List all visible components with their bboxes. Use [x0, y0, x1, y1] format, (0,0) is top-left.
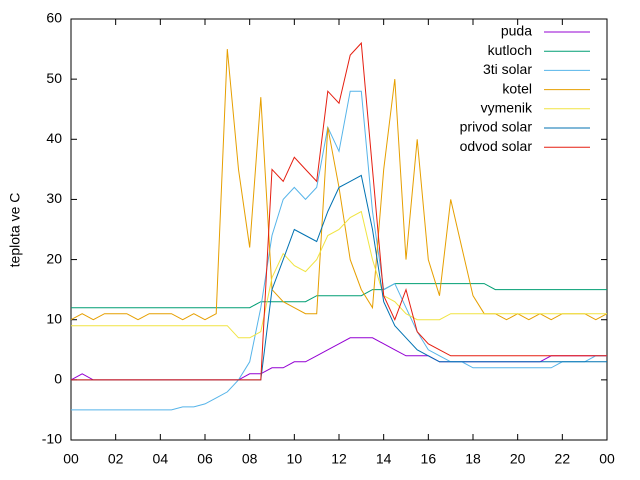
x-tick-label: 06: [197, 451, 213, 467]
x-tick-label: 12: [331, 451, 347, 467]
y-tick-label: 20: [46, 250, 62, 266]
x-tick-label: 16: [421, 451, 437, 467]
series-line: [71, 41, 607, 381]
legend-label: vymenik: [481, 100, 533, 116]
y-tick-label: 50: [46, 70, 62, 86]
series-line: [71, 90, 607, 411]
legend-label: 3ti solar: [483, 61, 532, 77]
series-line: [71, 283, 607, 309]
legend-label: kutloch: [488, 42, 532, 58]
x-tick-label: 22: [555, 451, 571, 467]
x-tick-label: 10: [287, 451, 303, 467]
y-tick-label: 0: [54, 371, 62, 387]
x-tick-label: 00: [599, 451, 615, 467]
x-tick-label: 18: [465, 451, 481, 467]
x-tick-label: 08: [242, 451, 258, 467]
x-tick-label: 14: [376, 451, 392, 467]
y-tick-label: -10: [42, 431, 62, 447]
x-tick-label: 04: [153, 451, 169, 467]
legend-label: privod solar: [460, 119, 533, 135]
legend-label: puda: [501, 23, 532, 39]
y-tick-label: 40: [46, 130, 62, 146]
series-line: [71, 210, 607, 339]
plot-frame: [70, 18, 608, 441]
x-tick-label: 20: [510, 451, 526, 467]
y-axis-label: teplota ve C: [7, 193, 23, 268]
x-tick-label: 00: [63, 451, 79, 467]
y-tick-label: 30: [46, 190, 62, 206]
y-tick-label: 60: [46, 10, 62, 26]
x-tick-label: 02: [108, 451, 124, 467]
legend-label: odvod solar: [460, 138, 533, 154]
y-tick-label: 10: [46, 310, 62, 326]
legend-label: kotel: [502, 80, 532, 96]
